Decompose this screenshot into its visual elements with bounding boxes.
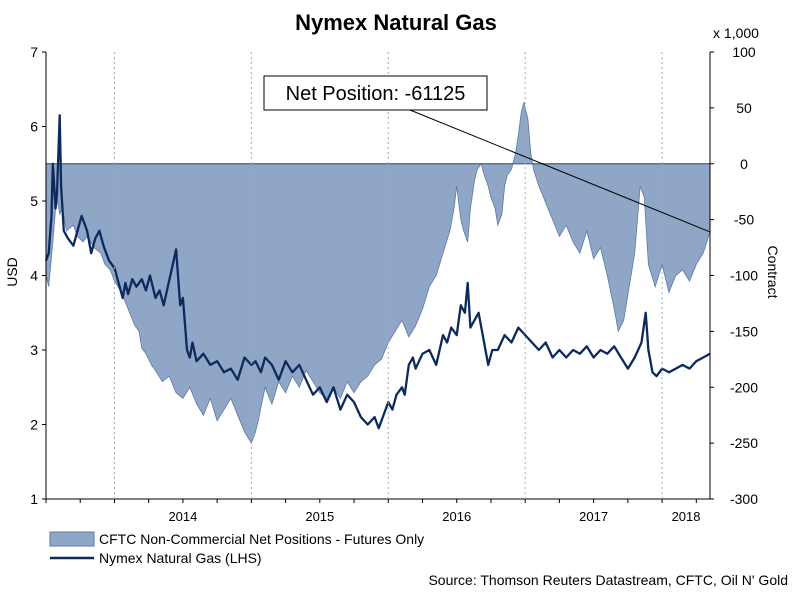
x-tick-label: 2014	[168, 509, 197, 524]
axes: 1 2 3 4 5 6 7 -300 -250 -200 -150 -100 -50 0 50 100 2014…	[30, 44, 758, 524]
left-tick-label: 1	[30, 491, 38, 507]
x-tick-label: 2018	[672, 509, 701, 524]
right-tick-label: -250	[730, 435, 758, 451]
right-tick-label: 50	[736, 100, 752, 116]
legend: CFTC Non-Commercial Net Positions - Futu…	[49, 531, 424, 566]
annotation-box	[263, 75, 488, 111]
plot-area	[44, 102, 711, 445]
right-tick-label: -100	[730, 268, 758, 284]
left-tick-label: 6	[30, 119, 38, 135]
annotation: Net Position: -61125	[263, 75, 711, 233]
left-tick-label: 7	[30, 44, 38, 60]
legend-label-line: Nymex Natural Gas (LHS)	[99, 550, 262, 566]
right-axis-multiplier: x 1,000	[713, 25, 759, 41]
left-tick-label: 2	[30, 417, 38, 433]
x-tick-label: 2017	[579, 509, 608, 524]
right-tick-label: 0	[740, 156, 748, 172]
left-axis-label: USD	[4, 257, 20, 287]
chart-title: Nymex Natural Gas	[295, 10, 497, 35]
right-tick-label: -300	[730, 491, 758, 507]
right-tick-label: 100	[732, 44, 756, 60]
x-tick-label: 2016	[442, 509, 471, 524]
legend-swatch-area	[49, 531, 95, 547]
left-tick-label: 3	[30, 342, 38, 358]
left-tick-label: 5	[30, 193, 38, 209]
left-tick-label: 4	[30, 268, 38, 284]
right-tick-label: -150	[730, 323, 758, 339]
right-tick-label: -200	[730, 379, 758, 395]
right-axis-label: Contract	[765, 246, 781, 299]
legend-label-area: CFTC Non-Commercial Net Positions - Futu…	[99, 531, 424, 547]
natural-gas-price-line	[44, 114, 711, 430]
net-positions-area	[45, 102, 711, 445]
source-note: Source: Thomson Reuters Datastream, CFTC…	[428, 572, 788, 588]
annotation-leader-line	[409, 109, 711, 233]
x-tick-label: 2015	[305, 509, 334, 524]
right-tick-label: -50	[734, 212, 754, 228]
annotation-text: Net Position: -61125	[286, 83, 466, 105]
